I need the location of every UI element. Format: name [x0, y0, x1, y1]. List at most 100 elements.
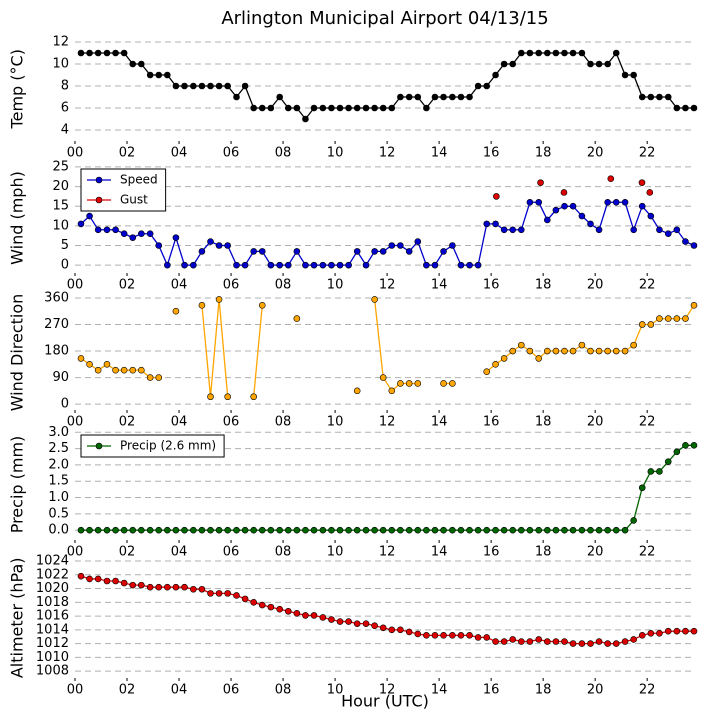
y-tick-label: 1012: [36, 636, 69, 651]
data-point: [379, 248, 387, 255]
data-point: [440, 380, 447, 387]
data-point: [198, 526, 206, 534]
x-tick-label: 08: [275, 415, 292, 430]
data-point: [215, 242, 223, 249]
data-point: [423, 526, 430, 534]
x-tick-label: 22: [639, 146, 656, 161]
y-tick-label: 1016: [36, 609, 69, 624]
data-point: [112, 226, 119, 234]
x-tick-label: 04: [171, 545, 188, 560]
data-point: [509, 347, 517, 355]
x-tick-label: 16: [483, 146, 500, 161]
data-point: [587, 220, 594, 228]
data-point: [423, 261, 430, 269]
data-point: [587, 60, 594, 68]
data-point: [362, 620, 370, 627]
data-point: [207, 526, 214, 534]
data-point: [388, 242, 396, 249]
data-point: [537, 179, 544, 186]
x-tick-label: 02: [119, 415, 136, 430]
y-tick-label: 3.0: [48, 425, 69, 440]
data-point: [319, 526, 327, 534]
data-point: [250, 526, 257, 534]
data-point: [595, 60, 603, 68]
x-tick-label: 14: [431, 683, 448, 698]
x-tick-label: 12: [379, 146, 396, 161]
data-point: [155, 242, 163, 249]
y-axis-label: Temp (°C): [8, 49, 27, 129]
data-point: [664, 627, 672, 635]
data-point: [353, 526, 361, 534]
data-point: [449, 242, 456, 249]
data-point: [509, 636, 517, 643]
data-point: [492, 71, 499, 79]
data-point: [258, 104, 266, 112]
y-tick-label: 2.0: [48, 457, 69, 472]
data-point: [336, 526, 344, 534]
data-point: [638, 202, 646, 210]
data-point: [172, 82, 180, 90]
data-point: [267, 603, 275, 611]
data-point: [474, 526, 482, 534]
y-tick-label: 1008: [36, 664, 69, 679]
data-point: [362, 526, 370, 534]
data-point: [362, 104, 370, 112]
data-point: [664, 458, 672, 465]
data-point: [207, 393, 214, 401]
data-point: [474, 261, 482, 269]
y-tick-label: 1020: [36, 581, 69, 596]
data-point: [190, 261, 197, 269]
data-point: [578, 640, 586, 647]
data-point: [138, 60, 145, 68]
x-tick-label: 08: [275, 278, 292, 293]
data-point: [492, 360, 499, 368]
series-line: [201, 299, 229, 397]
data-point: [638, 179, 646, 186]
data-point: [371, 526, 378, 534]
data-point: [526, 347, 534, 355]
data-point: [561, 202, 568, 210]
data-point: [293, 248, 301, 255]
data-point: [405, 248, 413, 255]
data-point: [190, 526, 197, 534]
data-point: [612, 198, 620, 206]
data-point: [544, 49, 551, 57]
data-point: [604, 640, 611, 647]
data-point: [112, 49, 119, 57]
data-point: [250, 104, 257, 112]
data-point: [405, 380, 413, 387]
data-point: [595, 638, 603, 645]
data-point: [146, 374, 154, 381]
data-point: [353, 620, 361, 627]
x-tick-label: 20: [587, 415, 604, 430]
data-point: [215, 590, 223, 597]
data-point: [405, 628, 413, 636]
x-tick-label: 14: [431, 278, 448, 293]
x-tick-label: 16: [483, 683, 500, 698]
data-point: [190, 82, 197, 90]
data-point: [172, 526, 180, 534]
data-point: [647, 468, 655, 475]
data-point: [673, 226, 681, 234]
data-point: [682, 315, 689, 322]
data-point: [86, 49, 93, 57]
x-tick-label: 12: [379, 545, 396, 560]
data-point: [224, 590, 231, 597]
legend-marker: [95, 176, 103, 184]
data-point: [138, 526, 145, 534]
data-point: [267, 261, 275, 269]
data-point: [569, 640, 577, 647]
data-point: [345, 261, 352, 269]
data-point: [77, 220, 85, 228]
data-point: [414, 630, 422, 638]
data-point: [518, 526, 525, 534]
data-point: [500, 638, 508, 645]
data-point: [500, 60, 508, 68]
data-point: [241, 261, 249, 269]
data-point: [483, 220, 491, 228]
data-point: [526, 638, 534, 645]
legend-box: [80, 434, 225, 458]
data-point: [319, 614, 327, 621]
data-point: [690, 442, 698, 449]
data-point: [595, 526, 603, 534]
